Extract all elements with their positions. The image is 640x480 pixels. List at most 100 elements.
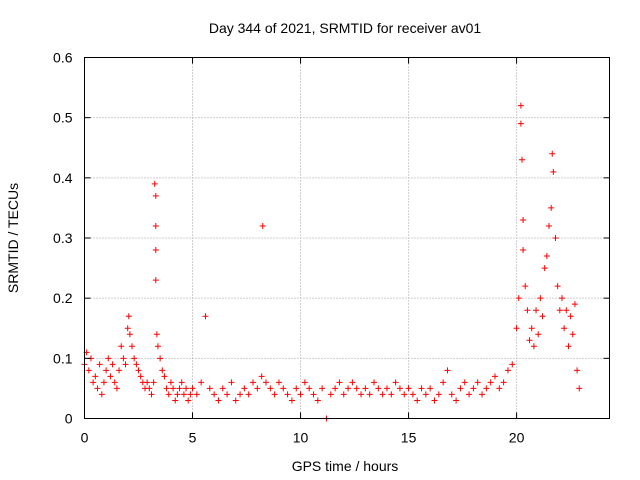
data-point xyxy=(519,156,525,163)
data-point xyxy=(224,391,231,398)
data-point xyxy=(379,391,386,398)
data-point xyxy=(474,379,481,386)
data-point xyxy=(466,391,473,398)
data-point xyxy=(92,373,99,380)
data-point xyxy=(178,379,185,386)
data-point xyxy=(345,385,352,392)
data-point xyxy=(202,313,209,320)
data-point xyxy=(565,343,572,350)
data-point xyxy=(288,397,295,404)
data-point xyxy=(241,385,248,392)
data-point xyxy=(109,361,116,368)
data-point xyxy=(129,343,136,350)
x-tick-label: 10 xyxy=(293,430,309,446)
data-point xyxy=(120,355,127,362)
data-point xyxy=(554,283,561,290)
data-point xyxy=(198,379,205,386)
data-point xyxy=(250,379,257,386)
data-point xyxy=(388,391,395,398)
data-point xyxy=(353,385,360,392)
data-point xyxy=(170,385,177,392)
data-point xyxy=(122,361,129,368)
data-point xyxy=(185,397,192,404)
data-point xyxy=(111,379,118,386)
data-point xyxy=(440,379,447,386)
data-point xyxy=(418,385,425,392)
data-point xyxy=(193,391,200,398)
data-point xyxy=(383,385,390,392)
data-point xyxy=(153,331,160,338)
data-point xyxy=(470,385,477,392)
grid xyxy=(84,57,610,419)
data-point xyxy=(152,222,159,229)
data-point xyxy=(422,391,429,398)
data-point xyxy=(500,379,507,386)
data-point xyxy=(180,391,187,398)
data-point xyxy=(457,385,464,392)
data-point xyxy=(206,385,213,392)
data-point xyxy=(541,265,548,272)
data-point xyxy=(163,385,170,392)
data-point xyxy=(96,361,103,368)
data-point xyxy=(161,373,168,380)
x-tick-label: 15 xyxy=(401,430,417,446)
data-point xyxy=(125,313,132,320)
data-point xyxy=(85,367,92,374)
data-point xyxy=(448,391,455,398)
data-point xyxy=(453,397,460,404)
data-point xyxy=(245,391,252,398)
data-point xyxy=(409,391,416,398)
data-point xyxy=(189,385,196,392)
data-point xyxy=(146,385,153,392)
data-point xyxy=(509,361,516,368)
data-point xyxy=(280,385,287,392)
data-point xyxy=(310,391,317,398)
data-point xyxy=(150,379,157,386)
x-axis-label: GPS time / hours xyxy=(292,458,399,474)
data-point xyxy=(366,391,373,398)
y-tick-label: 0.6 xyxy=(53,50,73,66)
data-point xyxy=(90,379,97,386)
data-point xyxy=(306,385,313,392)
data-point xyxy=(113,385,120,392)
data-point xyxy=(148,391,155,398)
data-points xyxy=(81,102,583,422)
data-point xyxy=(144,379,151,386)
data-point xyxy=(401,391,408,398)
data-point xyxy=(556,307,563,314)
data-point xyxy=(211,391,218,398)
data-point xyxy=(327,391,334,398)
y-tick-label: 0.2 xyxy=(53,290,73,306)
data-point xyxy=(574,367,581,374)
data-point xyxy=(543,253,550,260)
data-point xyxy=(444,367,451,374)
data-point xyxy=(100,379,107,386)
data-point xyxy=(569,331,576,338)
data-point xyxy=(496,385,503,392)
data-point xyxy=(533,307,540,314)
data-point xyxy=(336,379,343,386)
data-point xyxy=(524,307,531,314)
data-point xyxy=(528,325,535,332)
data-point xyxy=(340,391,347,398)
data-point xyxy=(131,355,138,362)
data-point xyxy=(176,385,183,392)
y-tick-label: 0.3 xyxy=(53,230,73,246)
data-point xyxy=(358,391,365,398)
data-point xyxy=(124,325,131,332)
data-point xyxy=(549,150,556,157)
data-point xyxy=(487,379,494,386)
data-point xyxy=(520,247,527,254)
data-point xyxy=(118,343,125,350)
x-tick-label: 0 xyxy=(81,430,89,446)
chart-title: Day 344 of 2021, SRMTID for receiver av0… xyxy=(209,20,482,36)
data-point xyxy=(237,391,244,398)
data-point xyxy=(157,355,164,362)
data-point xyxy=(375,385,382,392)
data-point xyxy=(431,397,438,404)
y-tick-label: 0.5 xyxy=(53,110,73,126)
data-point xyxy=(435,391,442,398)
data-point xyxy=(371,379,378,386)
data-point xyxy=(187,391,194,398)
data-point xyxy=(576,385,583,392)
